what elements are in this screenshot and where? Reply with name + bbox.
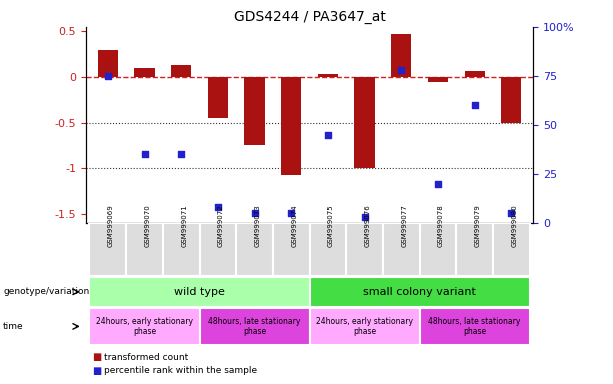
Point (140, 151, 150, 157)
Text: GSM999078: GSM999078 (438, 204, 444, 247)
Text: GSM999069: GSM999069 (108, 204, 114, 247)
Text: small colony variant: small colony variant (363, 287, 476, 297)
Point (213, 204, 223, 210)
Bar (97, 50, 118, 77)
Text: GSM999072: GSM999072 (218, 204, 224, 247)
Bar (281, 77, 302, 175)
Bar (354, 77, 375, 168)
Point (177, 151, 186, 157)
Text: GSM999077: GSM999077 (402, 204, 407, 247)
Text: genotype/variation: genotype/variation (3, 287, 89, 296)
Bar (126, 223, 163, 276)
Bar (391, 34, 411, 77)
Text: GSM999070: GSM999070 (145, 204, 151, 247)
Bar (199, 223, 236, 276)
Text: 48hours, late stationary
phase: 48hours, late stationary phase (208, 317, 301, 336)
Point (433, 180, 443, 187)
Bar (310, 308, 420, 345)
Bar (456, 223, 493, 276)
Text: ■: ■ (92, 366, 101, 376)
Text: GSM999071: GSM999071 (181, 204, 187, 247)
Bar (89, 308, 199, 345)
Point (103, 73, 113, 79)
Point (249, 210, 259, 216)
Bar (89, 223, 126, 276)
Text: GSM999076: GSM999076 (365, 204, 371, 247)
Text: GSM999073: GSM999073 (254, 204, 261, 247)
Point (506, 210, 516, 216)
Text: ■: ■ (92, 352, 101, 362)
Text: time: time (3, 322, 24, 331)
Text: GSM999080: GSM999080 (511, 204, 517, 247)
Bar (465, 71, 485, 77)
Title: GDS4244 / PA3647_at: GDS4244 / PA3647_at (234, 10, 386, 25)
Bar (310, 223, 346, 276)
Bar (89, 277, 310, 306)
Text: percentile rank within the sample: percentile rank within the sample (104, 366, 257, 375)
Text: GSM999079: GSM999079 (474, 204, 481, 247)
Bar (420, 223, 456, 276)
Bar (273, 223, 310, 276)
Bar (310, 277, 530, 306)
Bar (163, 223, 199, 276)
Point (397, 67, 406, 73)
Point (286, 210, 296, 216)
Bar (245, 77, 265, 145)
Bar (383, 223, 420, 276)
Text: 24hours, early stationary
phase: 24hours, early stationary phase (316, 317, 413, 336)
Text: GSM999075: GSM999075 (328, 204, 334, 247)
Bar (199, 308, 310, 345)
Bar (420, 308, 530, 345)
Text: 48hours, late stationary
phase: 48hours, late stationary phase (428, 317, 521, 336)
Text: 24hours, early stationary
phase: 24hours, early stationary phase (96, 317, 193, 336)
Bar (493, 223, 530, 276)
Text: GSM999074: GSM999074 (291, 204, 297, 247)
Bar (171, 65, 191, 77)
Bar (501, 77, 522, 122)
Bar (208, 77, 228, 118)
Bar (428, 77, 448, 81)
Point (360, 214, 370, 220)
Point (323, 131, 333, 137)
Text: transformed count: transformed count (104, 353, 188, 362)
Text: wild type: wild type (174, 287, 225, 297)
Bar (346, 223, 383, 276)
Bar (134, 68, 154, 77)
Bar (318, 74, 338, 77)
Bar (236, 223, 273, 276)
Point (470, 102, 479, 108)
